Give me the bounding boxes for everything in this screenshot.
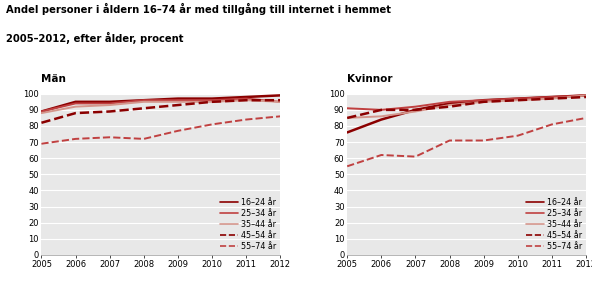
55–74 år [412, 155, 419, 158]
25–34 år [140, 98, 147, 102]
Legend: 16–24 år, 25–34 år, 35–44 år, 45–54 år, 55–74 år: 16–24 år, 25–34 år, 35–44 år, 45–54 år, … [220, 198, 276, 251]
16–24 år [140, 98, 147, 102]
45–54 år [175, 103, 182, 107]
45–54 år [208, 100, 215, 104]
55–74 år [38, 142, 45, 145]
16–24 år [446, 102, 453, 105]
25–34 år [208, 98, 215, 102]
45–54 år [412, 108, 419, 112]
35–44 år [175, 100, 182, 104]
55–74 år [243, 118, 250, 121]
45–54 år [548, 97, 555, 100]
25–34 år [277, 100, 284, 104]
55–74 år [548, 122, 555, 126]
16–24 år [208, 97, 215, 100]
16–24 år [480, 98, 487, 102]
45–54 år [38, 121, 45, 125]
55–74 år [72, 137, 79, 141]
35–44 år [277, 100, 284, 104]
55–74 år [175, 129, 182, 132]
35–44 år [38, 111, 45, 115]
25–34 år [38, 110, 45, 113]
45–54 år [140, 106, 147, 110]
Line: 25–34 år: 25–34 år [347, 95, 586, 110]
35–44 år [378, 115, 385, 118]
Text: Kvinnor: Kvinnor [347, 74, 392, 84]
Line: 25–34 år: 25–34 år [41, 98, 281, 111]
45–54 år [277, 98, 284, 102]
16–24 år [583, 93, 590, 97]
35–44 år [480, 100, 487, 104]
55–74 år [343, 164, 350, 168]
16–24 år [378, 118, 385, 121]
35–44 år [514, 98, 522, 102]
Line: 45–54 år: 45–54 år [347, 97, 586, 118]
16–24 år [243, 95, 250, 99]
16–24 år [548, 95, 555, 99]
55–74 år [277, 115, 284, 118]
45–54 år [480, 100, 487, 104]
45–54 år [514, 98, 522, 102]
25–34 år [446, 100, 453, 104]
35–44 år [446, 103, 453, 107]
45–54 år [583, 95, 590, 99]
16–24 år [277, 93, 284, 97]
Line: 35–44 år: 35–44 år [347, 95, 586, 118]
25–34 år [548, 95, 555, 99]
25–34 år [412, 105, 419, 108]
25–34 år [480, 98, 487, 102]
35–44 år [106, 103, 113, 107]
35–44 år [72, 105, 79, 108]
Line: 55–74 år: 55–74 år [347, 118, 586, 166]
35–44 år [548, 97, 555, 100]
Legend: 16–24 år, 25–34 år, 35–44 år, 45–54 år, 55–74 år: 16–24 år, 25–34 år, 35–44 år, 45–54 år, … [526, 198, 582, 251]
25–34 år [514, 97, 522, 100]
Text: 2005–2012, efter ålder, procent: 2005–2012, efter ålder, procent [6, 32, 184, 44]
35–44 år [140, 100, 147, 104]
16–24 år [412, 108, 419, 112]
45–54 år [378, 108, 385, 112]
Text: Män: Män [41, 74, 66, 84]
45–54 år [446, 105, 453, 108]
45–54 år [106, 110, 113, 113]
55–74 år [106, 135, 113, 139]
25–34 år [72, 102, 79, 105]
55–74 år [208, 122, 215, 126]
55–74 år [514, 134, 522, 137]
35–44 år [243, 98, 250, 102]
Line: 16–24 år: 16–24 år [41, 95, 281, 111]
16–24 år [514, 97, 522, 100]
55–74 år [480, 139, 487, 142]
16–24 år [175, 97, 182, 100]
35–44 år [208, 100, 215, 104]
55–74 år [583, 116, 590, 120]
25–34 år [378, 108, 385, 112]
55–74 år [446, 139, 453, 142]
25–34 år [583, 93, 590, 97]
25–34 år [243, 97, 250, 100]
16–24 år [343, 131, 350, 134]
45–54 år [243, 98, 250, 102]
25–34 år [175, 98, 182, 102]
Text: Andel personer i åldern 16–74 år med tillgång till internet i hemmet: Andel personer i åldern 16–74 år med til… [6, 3, 391, 15]
Line: 35–44 år: 35–44 år [41, 100, 281, 113]
55–74 år [378, 153, 385, 157]
35–44 år [343, 116, 350, 120]
45–54 år [72, 111, 79, 115]
16–24 år [106, 100, 113, 104]
16–24 år [72, 100, 79, 104]
55–74 år [140, 137, 147, 141]
35–44 år [412, 110, 419, 113]
Line: 45–54 år: 45–54 år [41, 100, 281, 123]
Line: 55–74 år: 55–74 år [41, 116, 281, 144]
25–34 år [343, 106, 350, 110]
Line: 16–24 år: 16–24 år [347, 95, 586, 132]
35–44 år [583, 93, 590, 97]
16–24 år [38, 110, 45, 113]
45–54 år [343, 116, 350, 120]
25–34 år [106, 102, 113, 105]
